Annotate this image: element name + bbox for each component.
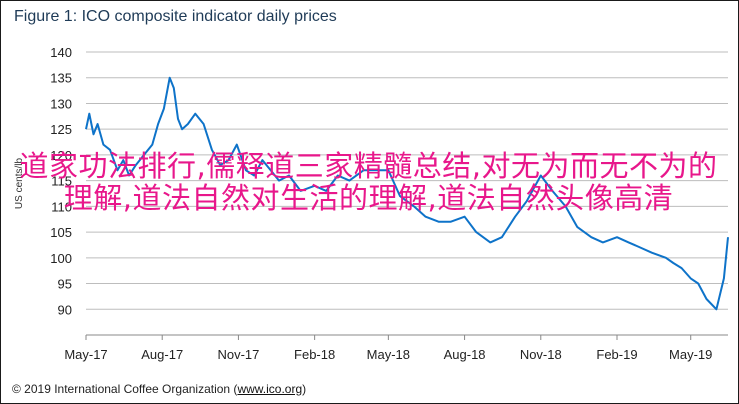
y-tick-label: 90 xyxy=(58,302,72,317)
copyright-footer: © 2019 International Coffee Organization… xyxy=(12,382,306,396)
y-tick-label: 110 xyxy=(51,199,72,214)
x-tick-label: May-17 xyxy=(64,347,107,362)
footer-suffix: ) xyxy=(302,382,307,396)
y-tick-label: 95 xyxy=(58,277,72,292)
overlay-caption: 道家功法排行,儒释道三家精髓总结,对无为而无不为的理解,道法自然对生活的理解,道… xyxy=(19,149,718,215)
series-line xyxy=(85,76,729,311)
y-tick-label: 130 xyxy=(50,96,72,111)
y-tick-label: 105 xyxy=(50,225,72,240)
x-tick-label: Aug-18 xyxy=(444,347,486,362)
chart-title: Figure 1: ICO composite indicator daily … xyxy=(14,8,337,25)
series-line-group xyxy=(85,76,729,311)
y-axis-label: US cents/lb xyxy=(14,157,25,209)
x-tick-label: Feb-19 xyxy=(596,347,637,362)
x-tick-label: Aug-17 xyxy=(141,347,183,362)
axes: 90 95 100 105 110 115 120 125 130 135 140 May-17 Aug… xyxy=(14,45,728,362)
grid-lines xyxy=(86,51,728,310)
x-tick-label: Nov-17 xyxy=(217,347,259,362)
ico-website-link[interactable]: www.ico.org xyxy=(237,382,303,396)
y-tick-label: 120 xyxy=(50,148,72,163)
x-tick-label: May-18 xyxy=(367,347,410,362)
y-tick-label: 125 xyxy=(50,122,72,137)
y-tick-label: 140 xyxy=(50,45,72,60)
x-tick-label: May-19 xyxy=(669,347,712,362)
footer-prefix: © 2019 International Coffee Organization… xyxy=(12,382,238,396)
y-tick-label: 115 xyxy=(51,174,72,189)
y-tick-label: 100 xyxy=(50,251,72,266)
y-tick-label: 135 xyxy=(50,71,72,86)
x-tick-label: Feb-18 xyxy=(294,347,335,362)
x-tick-label: Nov-18 xyxy=(520,347,562,362)
